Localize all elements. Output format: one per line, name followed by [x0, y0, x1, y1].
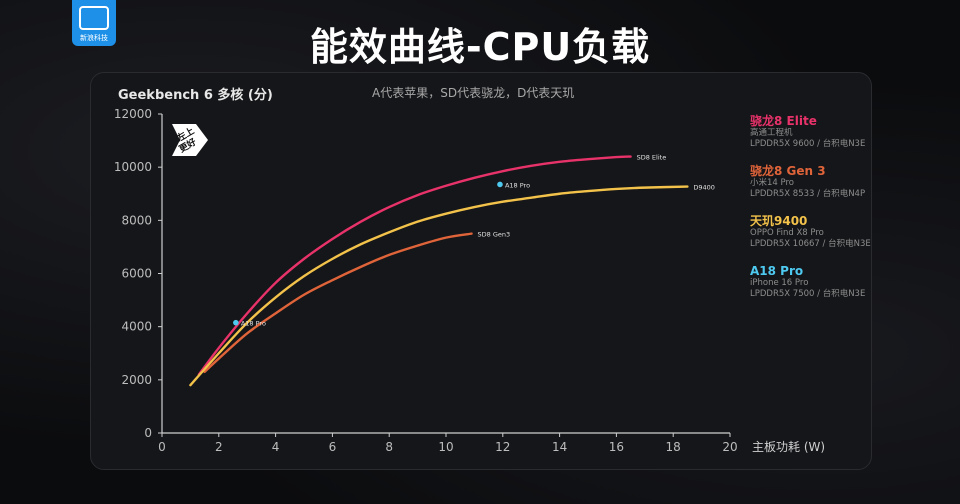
x-tick-label: 18 [666, 440, 681, 454]
logo-text: 新浪科技 [80, 33, 108, 42]
x-tick-label: 20 [722, 440, 737, 454]
y-tick-label: 0 [144, 426, 152, 440]
legend-spec: LPDDR5X 9600 / 台积电N3E [750, 139, 866, 149]
x-tick-label: 10 [438, 440, 453, 454]
x-tick-label: 2 [215, 440, 223, 454]
legend-item-a18-pro: A18 Pro iPhone 16 Pro LPDDR5X 7500 / 台积电… [750, 264, 870, 300]
point-label: A18 Pro [505, 181, 530, 189]
y-tick-label: 12000 [114, 107, 152, 121]
legend-name: 天玑9400 [750, 214, 808, 228]
point-label: A18 Pro [241, 320, 266, 328]
legend-spec: LPDDR5X 7500 / 台积电N3E [750, 289, 866, 299]
legend-spec: LPDDR5X 8533 / 台积电N4P [750, 189, 866, 199]
x-tick-label: 4 [272, 440, 280, 454]
x-tick-label: 14 [552, 440, 567, 454]
legend-spec: LPDDR5X 10667 / 台积电N3E [750, 239, 871, 249]
chart-subtitle: A代表苹果，SD代表骁龙，D代表天玑 [372, 86, 575, 100]
series-end-label: SD8 Gen3 [478, 231, 511, 239]
site-logo: 新浪科技 [72, 0, 116, 46]
y-tick-label: 6000 [121, 267, 152, 281]
legend-item-sd8-gen3: 骁龙8 Gen 3 小米14 Pro LPDDR5X 8533 / 台积电N4P [750, 164, 870, 200]
legend-name: 骁龙8 Gen 3 [750, 164, 826, 178]
y-tick-label: 2000 [121, 373, 152, 387]
series-line-1 [203, 232, 473, 374]
page-title: 能效曲线-CPU负载 [309, 25, 651, 69]
chart-panel [90, 72, 872, 470]
logo-icon [79, 5, 109, 30]
y-tick-label: 10000 [114, 160, 152, 174]
top-left-better-badge: 左上 更好 [172, 124, 208, 156]
legend-device: 高通工程机 [750, 128, 793, 138]
x-tick-label: 8 [385, 440, 393, 454]
legend-device: OPPO Find X8 Pro [750, 228, 824, 238]
legend-item-d9400: 天玑9400 OPPO Find X8 Pro LPDDR5X 10667 / … [750, 214, 871, 250]
data-point-a18-pro [233, 319, 239, 326]
series-line-0 [197, 155, 632, 376]
x-tick-label: 6 [329, 440, 337, 454]
series-end-label: SD8 Elite [637, 154, 667, 162]
series-line-2 [189, 185, 689, 387]
legend-name: A18 Pro [750, 264, 804, 278]
x-tick-label: 16 [609, 440, 624, 454]
chart-title: Geekbench 6 多核 (分) [118, 88, 273, 103]
x-tick-label: 12 [495, 440, 510, 454]
legend-device: 小米14 Pro [750, 178, 795, 188]
legend-item-sd8-elite: 骁龙8 Elite 高通工程机 LPDDR5X 9600 / 台积电N3E [750, 114, 870, 150]
legend-device: iPhone 16 Pro [750, 278, 809, 288]
data-point-a18-pro [497, 181, 503, 188]
x-axis-label: 主板功耗 (W) [752, 440, 825, 454]
y-tick-label: 4000 [121, 320, 152, 334]
series-end-label: D9400 [693, 184, 715, 192]
legend-name: 骁龙8 Elite [750, 114, 817, 128]
legend: 骁龙8 Elite 高通工程机 LPDDR5X 9600 / 台积电N3E 骁龙… [750, 114, 871, 314]
x-tick-label: 0 [158, 440, 166, 454]
y-tick-label: 8000 [121, 213, 152, 227]
